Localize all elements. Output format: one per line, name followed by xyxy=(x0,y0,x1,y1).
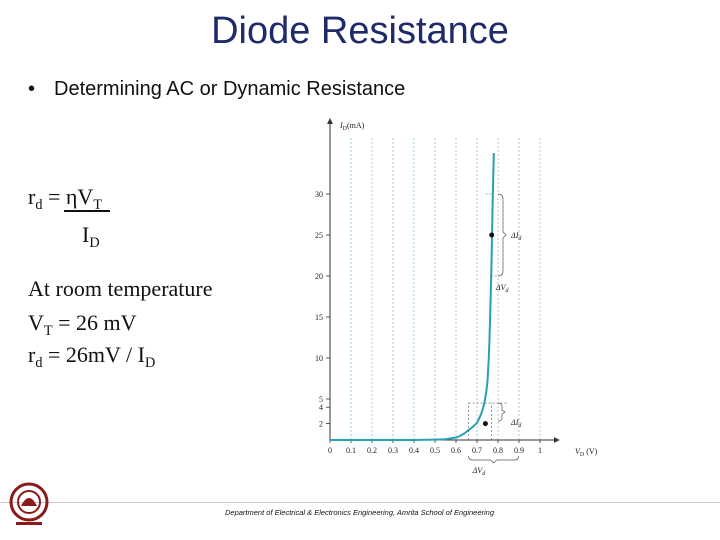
y-tick-label: 2 xyxy=(319,420,323,429)
formula-r: r xyxy=(28,184,36,209)
x-tick-label: 0.3 xyxy=(388,446,398,455)
annotation-upper-delta-i: ΔId xyxy=(510,231,522,242)
chart-grid xyxy=(350,136,541,440)
x-tick-label: 0.2 xyxy=(367,446,377,455)
formula-den-sub: D xyxy=(89,235,100,251)
formula-eq: = ηV xyxy=(42,184,94,209)
annotation-upper-delta-v: ΔVd xyxy=(495,283,510,294)
x-tick-label: 0.8 xyxy=(493,446,503,455)
x-tick-label: 1 xyxy=(538,446,542,455)
formula-r-sub: d xyxy=(35,197,43,213)
formula-vt-sub: T xyxy=(93,197,103,213)
lower-delta-i-brace xyxy=(497,402,506,422)
y-tick-label: 5 xyxy=(319,395,323,404)
vt-sub: T xyxy=(43,323,53,339)
x-tick-label: 0 xyxy=(328,446,332,455)
x-tick-label: 0.1 xyxy=(346,446,356,455)
chart-annotations: ΔId ΔVd ΔId ΔVd xyxy=(468,193,522,477)
operating-point xyxy=(482,421,488,427)
vt-rest: = 26 mV xyxy=(52,310,137,335)
y-tick-label: 25 xyxy=(315,231,323,240)
bullet-dot-icon: • xyxy=(28,78,36,100)
rd-rest: = 26mV / I xyxy=(42,342,145,367)
y-tick-label: 20 xyxy=(315,272,323,281)
operating-point xyxy=(489,232,495,238)
rd-sub: d xyxy=(35,355,43,371)
rd-line: rd = 26mV / ID xyxy=(28,342,155,372)
bullet-text: Determining AC or Dynamic Resistance xyxy=(54,78,406,100)
formula-denominator: ID xyxy=(82,222,100,252)
vt-prefix: V xyxy=(28,310,44,335)
room-temp-heading: At room temperature xyxy=(28,276,213,301)
x-tick-label: 0.9 xyxy=(514,446,524,455)
fraction-bar xyxy=(64,210,110,212)
footer-divider xyxy=(0,502,720,503)
annotation-lower-delta-i: ΔId xyxy=(510,418,522,429)
vt-line: VT = 26 mV xyxy=(28,310,137,340)
x-tick-label: 0.5 xyxy=(430,446,440,455)
x-tick-label: 0.6 xyxy=(451,446,461,455)
formula-numerator: rd = ηVT xyxy=(28,184,102,214)
upper-delta-i-brace xyxy=(497,193,507,277)
y-tick-label: 30 xyxy=(315,190,323,199)
y-tick-label: 4 xyxy=(319,403,323,412)
x-tick-label: 0.4 xyxy=(409,446,419,455)
chart-series xyxy=(330,152,495,441)
y-axis-title: ID(mA) xyxy=(339,121,365,132)
chart-axes: 0 0.1 0.2 0.3 0.4 0.5 0.6 0.7 0.8 0.9 1 2 45 10 15 20 25… xyxy=(315,118,598,458)
rd-prefix: r xyxy=(28,342,36,367)
y-tick-label: 10 xyxy=(315,354,323,363)
formula-den-i: I xyxy=(82,222,90,247)
annotation-lower-delta-v: ΔVd xyxy=(472,466,487,477)
university-emblem-icon xyxy=(9,482,49,525)
footer-text: Department of Electrical & Electronics E… xyxy=(225,508,495,517)
slide-title: Diode Resistance xyxy=(211,10,509,52)
lower-delta-v-brace xyxy=(468,455,519,464)
iv-curve xyxy=(330,152,495,441)
x-tick-label: 0.7 xyxy=(472,446,482,455)
bullet-item: • Determining AC or Dynamic Resistance xyxy=(28,78,405,101)
x-axis-title: VD (V) xyxy=(575,447,598,458)
diode-iv-chart: 0 0.1 0.2 0.3 0.4 0.5 0.6 0.7 0.8 0.9 1 2 45 10 15 20 25… xyxy=(315,118,598,477)
y-tick-label: 15 xyxy=(315,313,323,322)
rd-sub2: D xyxy=(144,355,156,371)
